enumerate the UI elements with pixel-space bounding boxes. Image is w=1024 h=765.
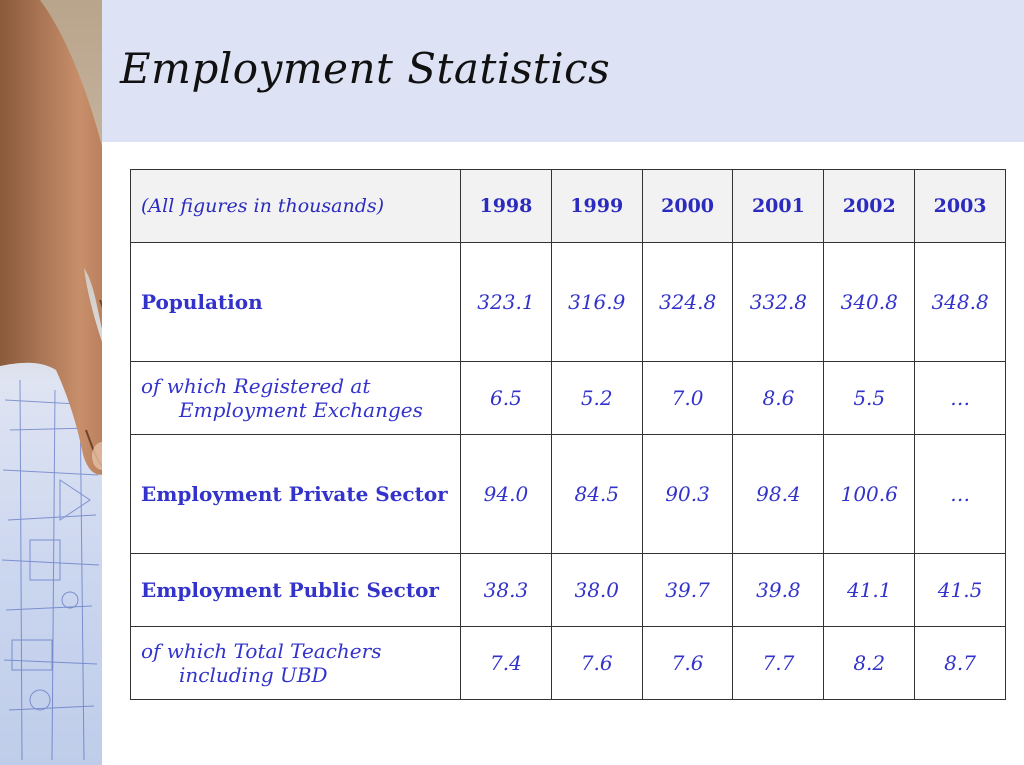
- year-header: 2002: [823, 169, 916, 243]
- table-row: Population 323.1 316.9 324.8 332.8 340.8…: [130, 242, 1006, 362]
- row-label-line: of which Registered at: [141, 374, 371, 398]
- table-cell: 84.5: [550, 434, 643, 554]
- table-row: Employment Private Sector 94.0 84.5 90.3…: [130, 434, 1006, 554]
- row-label-population: Population: [130, 242, 461, 362]
- row-label-public-sector: Employment Public Sector: [130, 553, 461, 627]
- table-cell: 94.0: [460, 434, 552, 554]
- table-row: of which Registered at Employment Exchan…: [130, 361, 1006, 435]
- table-cell: …: [914, 434, 1006, 554]
- page-title: Employment Statistics: [120, 44, 611, 93]
- table-cell: 38.0: [550, 553, 643, 627]
- row-label-line: including UBD: [179, 663, 328, 687]
- year-header: 1999: [550, 169, 643, 243]
- table-cell: 323.1: [460, 242, 552, 362]
- blueprint-image: [1, 379, 100, 761]
- table-cell: 90.3: [641, 434, 734, 554]
- year-header: 1998: [460, 169, 552, 243]
- table-row: Employment Public Sector 38.3 38.0 39.7 …: [130, 553, 1006, 627]
- year-header: 2003: [914, 169, 1006, 243]
- table-cell: 100.6: [823, 434, 916, 554]
- table-cell: 7.4: [460, 626, 552, 700]
- year-header: 2000: [641, 169, 734, 243]
- table-cell: 324.8: [641, 242, 734, 362]
- row-label-registered: of which Registered at Employment Exchan…: [130, 361, 461, 435]
- table-cell: 39.7: [641, 553, 734, 627]
- table-cell: 38.3: [460, 553, 552, 627]
- title-band: [102, 0, 1024, 142]
- row-label-line: of which Total Teachers: [141, 639, 382, 663]
- table-cell: 8.6: [732, 361, 825, 435]
- table-row: of which Total Teachers including UBD 7.…: [130, 626, 1006, 700]
- row-label-private-sector: Employment Private Sector: [130, 434, 461, 554]
- table-header-row: (All figures in thousands) 1998 1999 200…: [130, 169, 1006, 243]
- table-cell: 7.6: [641, 626, 734, 700]
- table-cell: 340.8: [823, 242, 916, 362]
- table-cell: 7.7: [732, 626, 825, 700]
- row-label-line: Employment Exchanges: [179, 398, 423, 422]
- year-header: 2001: [732, 169, 825, 243]
- table-cell: 7.0: [641, 361, 734, 435]
- table-cell: 41.1: [823, 553, 916, 627]
- table-cell: …: [914, 361, 1006, 435]
- table-cell: 316.9: [550, 242, 643, 362]
- table-cell: 39.8: [732, 553, 825, 627]
- table-cell: 348.8: [914, 242, 1006, 362]
- table-cell: 98.4: [732, 434, 825, 554]
- table-cell: 5.5: [823, 361, 916, 435]
- units-note: (All figures in thousands): [130, 169, 461, 243]
- table-cell: 332.8: [732, 242, 825, 362]
- table-cell: 7.6: [550, 626, 643, 700]
- hand-image: [0, 0, 102, 475]
- table-cell: 5.2: [550, 361, 643, 435]
- row-label-teachers: of which Total Teachers including UBD: [130, 626, 461, 700]
- table-cell: 8.2: [823, 626, 916, 700]
- table-cell: 6.5: [460, 361, 552, 435]
- employment-statistics-table: (All figures in thousands) 1998 1999 200…: [130, 169, 1006, 700]
- table-cell: 41.5: [914, 553, 1006, 627]
- decorative-photo-strip: [0, 0, 102, 765]
- table-cell: 8.7: [914, 626, 1006, 700]
